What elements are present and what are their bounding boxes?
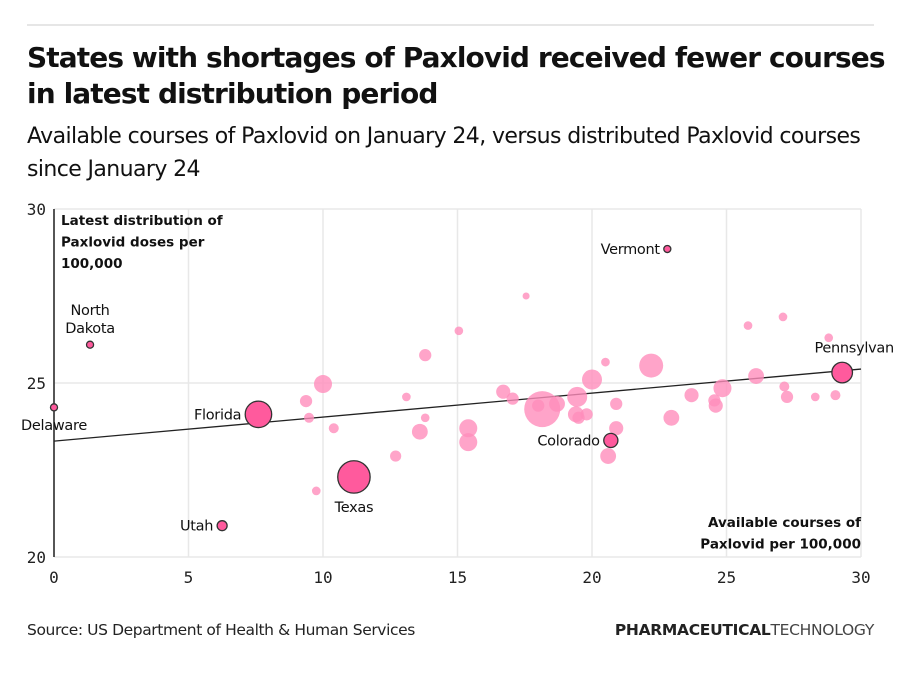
- data-points: [49, 244, 854, 532]
- highlighted-point-utah: [216, 520, 228, 532]
- data-point: [582, 369, 602, 390]
- data-point: [411, 423, 428, 440]
- data-point: [743, 321, 753, 330]
- point-labels: Delaware North Dakota Utah Florida Texas Color…: [21, 242, 894, 535]
- brand-light: TECHNOLOGY: [770, 621, 874, 639]
- data-point: [549, 395, 565, 412]
- data-point: [748, 368, 764, 384]
- data-point: [639, 353, 664, 378]
- data-point: [713, 379, 732, 398]
- label-texas: Texas: [334, 500, 374, 516]
- source-note: Source: US Department of Health & Human …: [27, 621, 415, 639]
- x-tick-label: 0: [49, 568, 59, 587]
- x-tick-label: 10: [313, 568, 332, 587]
- data-point: [609, 421, 624, 436]
- x-tick-label: 5: [184, 568, 194, 587]
- y-axis-label-line: 100,000: [61, 256, 123, 272]
- x-tick-label: 15: [448, 568, 467, 587]
- x-tick-label: 20: [582, 568, 601, 587]
- label-utah: Utah: [180, 519, 213, 535]
- highlighted-point-pennsylvania: [831, 361, 854, 384]
- data-point: [778, 312, 788, 322]
- data-point: [299, 394, 313, 408]
- data-point: [824, 333, 834, 343]
- data-point: [419, 349, 432, 362]
- data-point: [779, 381, 790, 392]
- brand-bold: PHARMACEUTICAL: [614, 621, 771, 639]
- highlighted-point-vermont: [663, 244, 672, 254]
- x-axis-label-line: Paxlovid per 100,000: [700, 537, 861, 553]
- highlighted-point-north-dakota: [85, 340, 95, 349]
- data-point: [830, 390, 841, 401]
- highlighted-point-colorado: [603, 432, 619, 449]
- data-point: [496, 384, 511, 399]
- data-point: [663, 409, 680, 426]
- data-point: [610, 397, 623, 411]
- data-point: [810, 392, 820, 402]
- label-pennsylvania: Pennsylvan: [814, 340, 893, 356]
- data-point: [328, 423, 339, 434]
- data-point: [420, 413, 430, 423]
- data-point: [459, 419, 478, 438]
- data-point: [580, 408, 593, 421]
- data-point: [311, 486, 321, 496]
- x-axis-label: Available courses of Paxlovid per 100,000: [700, 515, 861, 553]
- x-tick-label: 25: [717, 568, 736, 587]
- y-axis-label: Latest distribution of Paxlovid doses per…: [61, 213, 223, 272]
- label-florida: Florida: [194, 407, 241, 423]
- data-point: [390, 450, 402, 462]
- data-point: [454, 326, 464, 336]
- label-delaware: Delaware: [21, 418, 87, 434]
- grid-lines: [53, 208, 862, 558]
- y-axis-label-line: Paxlovid doses per: [61, 235, 205, 251]
- highlighted-point-florida: [244, 400, 273, 429]
- data-point: [684, 388, 699, 403]
- y-tick-label: 20: [27, 548, 46, 567]
- data-point: [506, 392, 519, 405]
- data-point: [780, 390, 794, 404]
- label-north-dakota: Dakota: [65, 321, 115, 337]
- data-point: [459, 433, 478, 452]
- data-point: [532, 399, 545, 412]
- highlighted-point-delaware: [49, 403, 59, 412]
- x-tick-label: 30: [851, 568, 870, 587]
- data-point: [567, 386, 588, 407]
- scatter-chart: 0 5 10 15 20 25 30 20 25 30 Delaware North Dakota Ut…: [21, 200, 894, 587]
- chart-title: States with shortages of Paxlovid receiv…: [27, 41, 886, 110]
- data-point: [304, 412, 315, 423]
- data-point: [600, 448, 617, 464]
- data-point: [708, 394, 721, 407]
- label-colorado: Colorado: [537, 433, 600, 449]
- chart-subtitle: Available courses of Paxlovid on January…: [27, 124, 861, 182]
- brand-logo: PHARMACEUTICALTECHNOLOGY: [615, 621, 874, 639]
- label-vermont: Vermont: [601, 242, 661, 258]
- data-point: [601, 357, 610, 367]
- y-tick-label: 30: [27, 200, 46, 219]
- data-point: [402, 392, 411, 402]
- top-divider: [27, 24, 874, 26]
- data-point: [313, 375, 333, 394]
- label-north-dakota: North: [71, 303, 110, 319]
- highlighted-point-texas: [337, 460, 371, 494]
- data-point: [522, 292, 530, 300]
- y-tick-label: 25: [27, 374, 46, 393]
- x-axis-label-line: Available courses of: [708, 515, 861, 531]
- axes: 0 5 10 15 20 25 30 20 25 30: [27, 200, 871, 587]
- y-axis-label-line: Latest distribution of: [61, 213, 223, 229]
